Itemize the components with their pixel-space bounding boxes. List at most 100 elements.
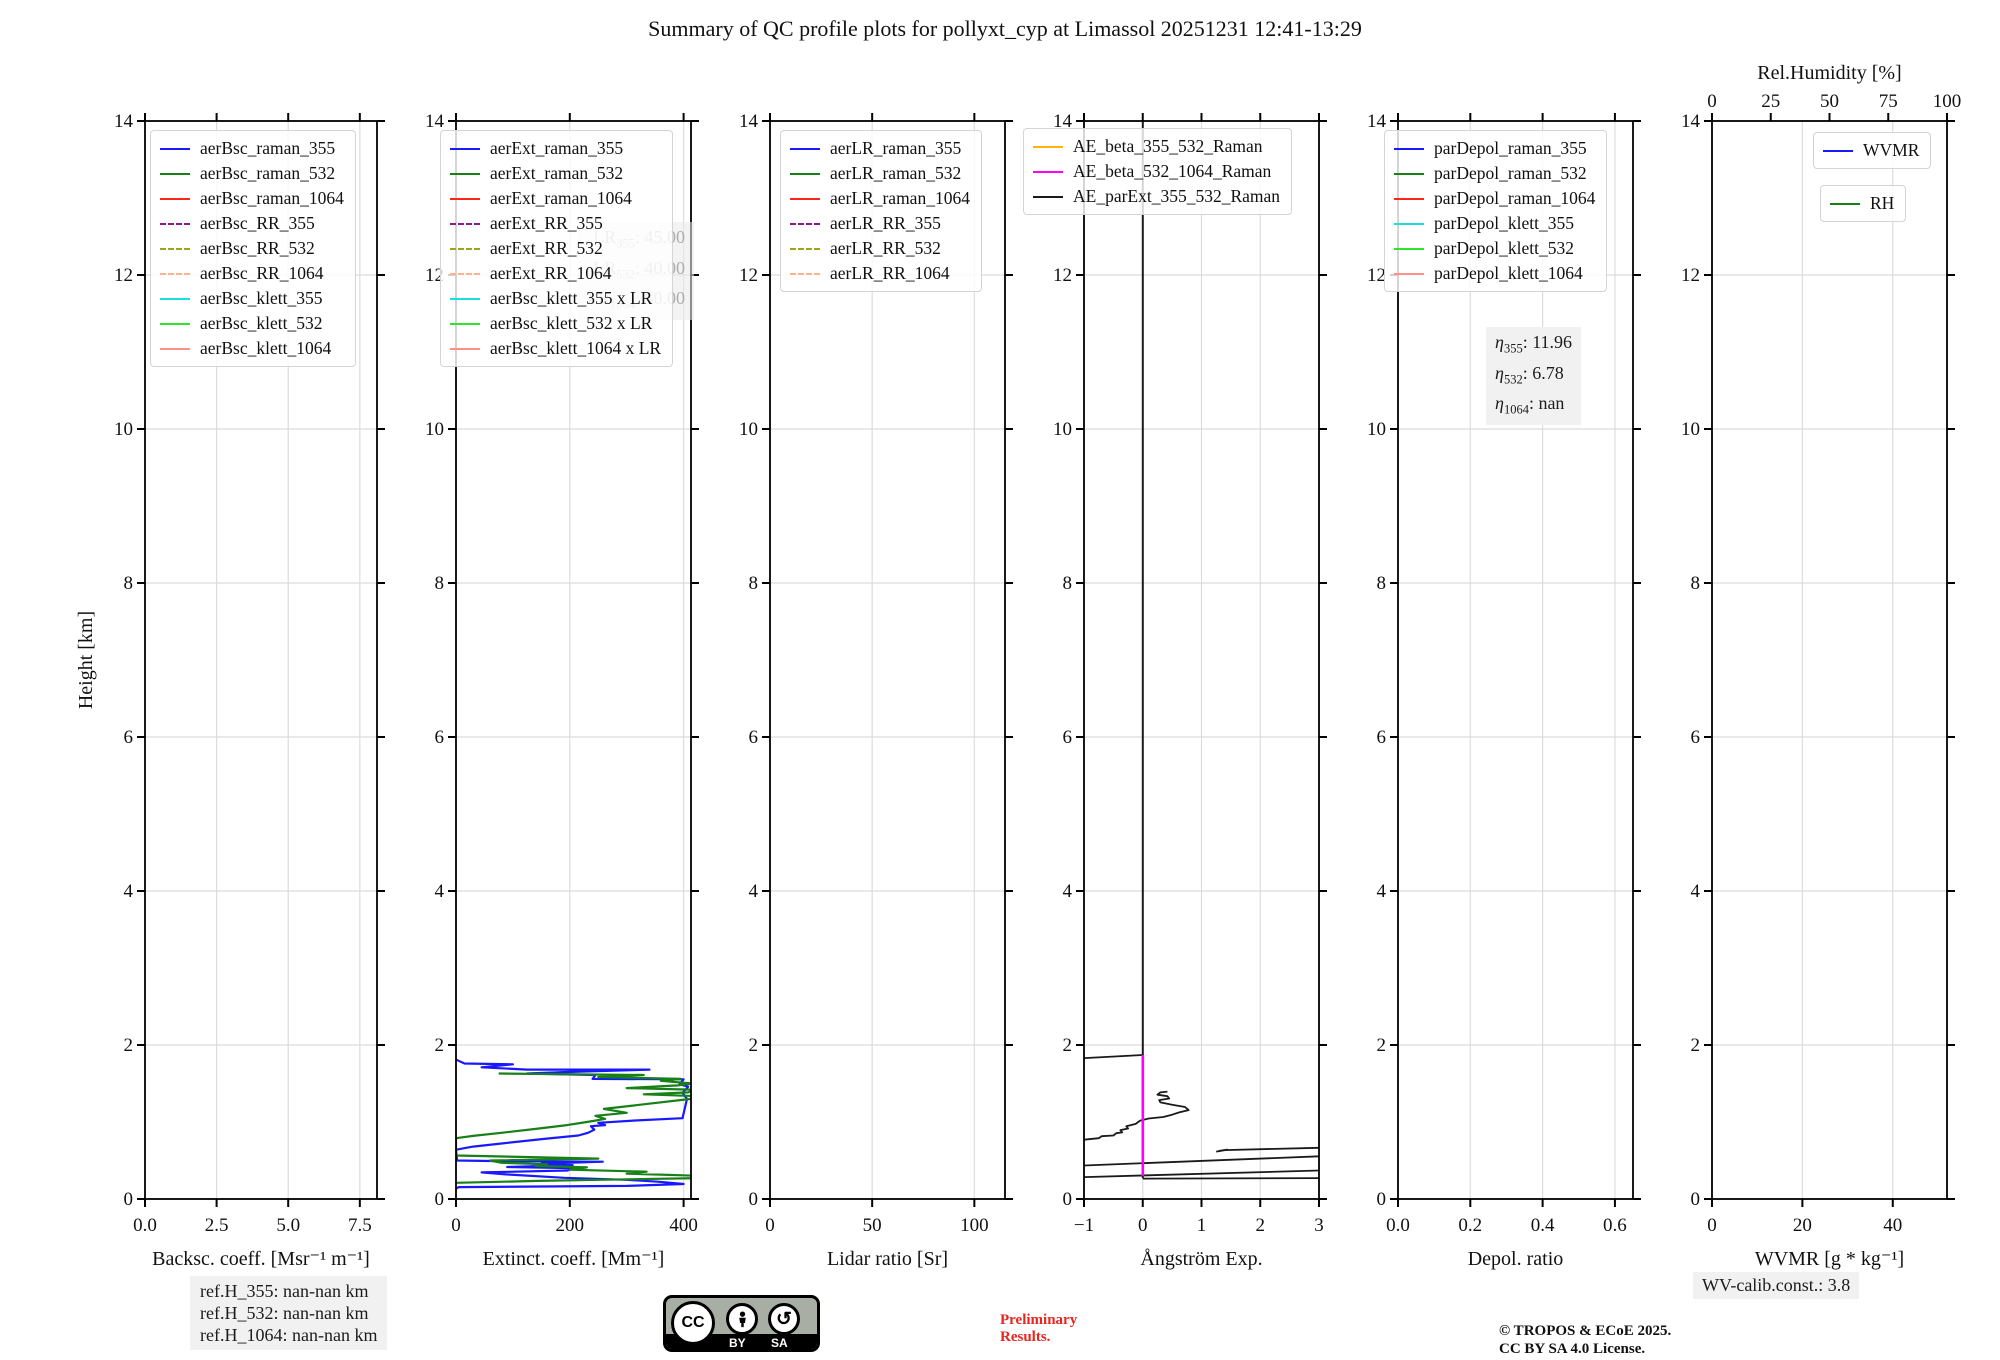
svg-text:8: 8 (1691, 573, 1701, 594)
svg-text:6: 6 (1691, 727, 1701, 748)
legend-item: aerExt_raman_355 (450, 136, 661, 161)
legend-item: aerLR_RR_1064 (790, 261, 970, 286)
svg-text:0.2: 0.2 (1458, 1215, 1482, 1236)
legend-line-swatch (1394, 147, 1424, 150)
legend-label: aerBsc_klett_532 x LR (490, 313, 653, 333)
svg-text:14: 14 (114, 111, 134, 132)
svg-text:25: 25 (1761, 91, 1780, 112)
legend-item: RH (1830, 191, 1894, 216)
legend-label: aerExt_raman_355 (490, 138, 624, 158)
series-AE_parExt_355_532_Raman_seg4 (1142, 1177, 1319, 1180)
xlabel-lidar_ratio: Lidar ratio [Sr] (827, 1248, 948, 1270)
legend-lidar_ratio: aerLR_raman_355 aerLR_raman_532 aerLR_rama… (780, 130, 982, 292)
legend-item: WVMR (1823, 138, 1919, 163)
svg-text:10: 10 (1367, 419, 1386, 440)
axes-frame (1397, 120, 1634, 1200)
legend-item: aerLR_raman_1064 (790, 186, 970, 211)
svg-text:7.5: 7.5 (348, 1215, 372, 1236)
axes-frame (455, 120, 692, 1200)
legend-label: AE_beta_532_1064_Raman (1073, 161, 1272, 181)
svg-text:14: 14 (1681, 111, 1701, 132)
svg-text:6: 6 (124, 727, 134, 748)
legend-label: aerBsc_klett_355 x LR (490, 288, 653, 308)
svg-text:75: 75 (1879, 91, 1898, 112)
svg-text:100: 100 (960, 1215, 989, 1236)
svg-text:−1: −1 (1074, 1215, 1094, 1236)
legend-label: aerExt_RR_532 (490, 238, 603, 258)
svg-text:12: 12 (114, 265, 133, 286)
legend-item: aerLR_raman_532 (790, 161, 970, 186)
legend-item: aerLR_raman_355 (790, 136, 970, 161)
xlabel-angstrom: Ångström Exp. (1140, 1248, 1262, 1270)
legend-line-swatch (790, 222, 820, 225)
legend-label: aerExt_RR_355 (490, 213, 603, 233)
legend-label: aerBsc_raman_355 (200, 138, 336, 158)
legend-label: aerLR_raman_1064 (830, 188, 970, 208)
legend-line-swatch (160, 347, 190, 350)
cc-icon: CC (671, 1301, 715, 1345)
legend-item: aerBsc_raman_1064 (160, 186, 344, 211)
legend-item: aerBsc_klett_532 (160, 311, 344, 336)
by-label: BY (729, 1336, 746, 1350)
annotation-line: η532: 6.78 (1495, 362, 1564, 387)
legend-label: parDepol_klett_1064 (1434, 263, 1583, 283)
legend-label: parDepol_raman_1064 (1434, 188, 1596, 208)
svg-text:4: 4 (124, 881, 134, 902)
legend-line-swatch (160, 322, 190, 325)
series-AE_parExt_355_532_Raman_seg3 (1084, 1169, 1319, 1178)
legend-label: parDepol_raman_355 (1434, 138, 1587, 158)
svg-text:5.0: 5.0 (276, 1215, 300, 1236)
legend-item: parDepol_klett_1064 (1394, 261, 1595, 286)
legend-line-swatch (1033, 145, 1063, 148)
top-axis-label: Rel.Humidity [%] (1757, 62, 1901, 84)
svg-text:0.0: 0.0 (1386, 1215, 1410, 1236)
legend-label: aerLR_raman_355 (830, 138, 962, 158)
legend-label: aerBsc_RR_355 (200, 213, 315, 233)
svg-text:0: 0 (435, 1189, 445, 1210)
svg-text:2: 2 (1063, 1035, 1073, 1056)
svg-text:6: 6 (1377, 727, 1387, 748)
legend-item: aerBsc_RR_355 (160, 211, 344, 236)
legend-line-swatch (1394, 172, 1424, 175)
svg-text:100: 100 (1933, 91, 1962, 112)
data-series (1084, 121, 1319, 1180)
legend-wvmr: RH (1820, 185, 1907, 222)
legend-label: aerBsc_klett_355 (200, 288, 323, 308)
svg-text:12: 12 (1681, 265, 1700, 286)
axis-ticks: 0 200 400 0 2 4 6 8 10 12 14 (425, 111, 699, 1236)
axes-frame (144, 120, 378, 1200)
reference-height-annotation: ref.H_355: nan-nan km ref.H_532: nan-nan… (190, 1276, 388, 1350)
legend-line-swatch (160, 297, 190, 300)
legend-line-swatch (790, 272, 820, 275)
legend-item: aerBsc_klett_1064 (160, 336, 344, 361)
legend-item: aerLR_RR_532 (790, 236, 970, 261)
svg-text:2: 2 (435, 1035, 445, 1056)
svg-text:3: 3 (1314, 1215, 1324, 1236)
svg-text:20: 20 (1793, 1215, 1812, 1236)
legend-line-swatch (450, 222, 480, 225)
axis-ticks: 0 50 100 0 2 4 6 8 10 12 14 (739, 111, 1013, 1236)
legend-line-swatch (160, 222, 190, 225)
legend-backscatter: aerBsc_raman_355 aerBsc_raman_532 aerBsc_r… (150, 130, 356, 367)
svg-text:12: 12 (425, 265, 444, 286)
svg-text:0: 0 (1377, 1189, 1387, 1210)
legend-line-swatch (1394, 222, 1424, 225)
svg-text:8: 8 (1377, 573, 1387, 594)
xlabel-extinction: Extinct. coeff. [Mm⁻¹] (483, 1248, 665, 1270)
svg-text:0: 0 (1707, 91, 1717, 112)
legend-line-swatch (160, 272, 190, 275)
legend-line-swatch (160, 147, 190, 150)
series-AE_parExt_355_532_Raman_seg1 (1216, 1146, 1319, 1153)
legend-label: aerBsc_klett_1064 x LR (490, 338, 662, 358)
legend-line-swatch (1830, 202, 1860, 205)
svg-text:50: 50 (863, 1215, 882, 1236)
legend-angstrom: AE_beta_355_532_Raman AE_beta_532_1064_Ra… (1023, 128, 1293, 215)
svg-text:14: 14 (1367, 111, 1387, 132)
legend-line-swatch (450, 322, 480, 325)
svg-text:10: 10 (739, 419, 758, 440)
legend-label: aerBsc_klett_532 (200, 313, 323, 333)
svg-text:2: 2 (124, 1035, 134, 1056)
svg-text:0: 0 (1138, 1215, 1148, 1236)
legend-line-swatch (1394, 197, 1424, 200)
